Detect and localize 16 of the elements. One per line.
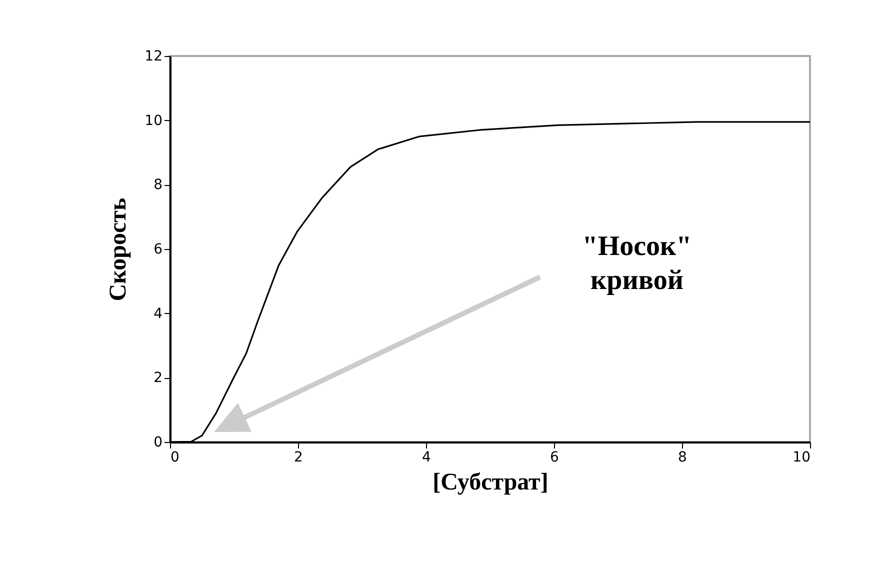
y-axis-title: Скорость [106, 198, 132, 302]
y-tick-label: 10 [144, 112, 162, 129]
y-tick-label: 4 [154, 306, 163, 322]
annotation: "Носок" кривой [582, 231, 692, 296]
y-tick-label: 2 [154, 370, 162, 386]
x-axis-title: [Субстрат] [432, 470, 548, 496]
x-tick-label: 10 [792, 450, 810, 466]
y-tick-label: 12 [144, 48, 162, 64]
x-tick-label: 8 [678, 450, 687, 466]
x-tick-label: 0 [170, 450, 180, 466]
x-tick-label: 2 [294, 450, 303, 466]
y-tick-label: 0 [154, 434, 162, 450]
x-tick-label: 6 [550, 450, 560, 466]
y-tick-label: 8 [154, 177, 162, 194]
y-tick-label: 6 [154, 242, 163, 258]
x-tick-label: 4 [422, 450, 432, 466]
